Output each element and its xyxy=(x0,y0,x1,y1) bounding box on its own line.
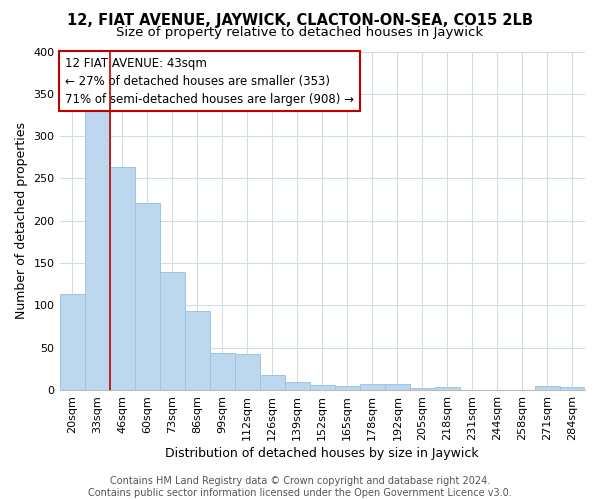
Text: Contains HM Land Registry data © Crown copyright and database right 2024.
Contai: Contains HM Land Registry data © Crown c… xyxy=(88,476,512,498)
Bar xyxy=(160,272,185,390)
X-axis label: Distribution of detached houses by size in Jaywick: Distribution of detached houses by size … xyxy=(166,447,479,460)
Bar xyxy=(185,312,209,390)
Text: 12 FIAT AVENUE: 43sqm
← 27% of detached houses are smaller (353)
71% of semi-det: 12 FIAT AVENUE: 43sqm ← 27% of detached … xyxy=(65,56,354,106)
Bar xyxy=(235,354,260,390)
Bar xyxy=(535,386,560,390)
Bar xyxy=(560,386,585,390)
Bar xyxy=(385,384,410,390)
Bar xyxy=(209,353,235,390)
Bar xyxy=(85,108,110,390)
Bar xyxy=(110,168,134,390)
Bar xyxy=(335,386,360,390)
Bar xyxy=(134,203,160,390)
Text: Size of property relative to detached houses in Jaywick: Size of property relative to detached ho… xyxy=(116,26,484,39)
Bar xyxy=(260,375,285,390)
Bar xyxy=(360,384,385,390)
Bar xyxy=(410,388,435,390)
Bar xyxy=(285,382,310,390)
Y-axis label: Number of detached properties: Number of detached properties xyxy=(15,122,28,320)
Bar xyxy=(59,294,85,390)
Bar xyxy=(310,385,335,390)
Text: 12, FIAT AVENUE, JAYWICK, CLACTON-ON-SEA, CO15 2LB: 12, FIAT AVENUE, JAYWICK, CLACTON-ON-SEA… xyxy=(67,12,533,28)
Bar xyxy=(435,386,460,390)
